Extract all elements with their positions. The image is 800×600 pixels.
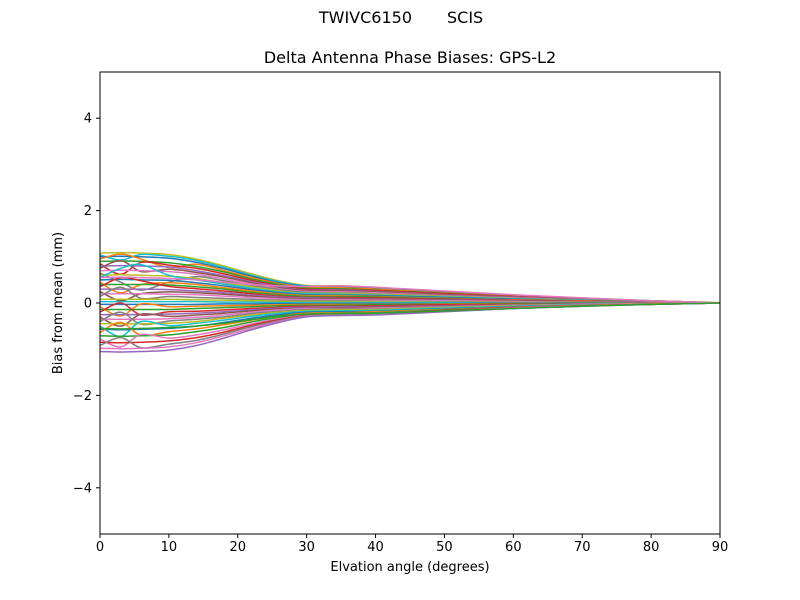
series-line	[99, 276, 721, 304]
y-tick-label: −2	[73, 389, 92, 404]
axes-layer: 0 10 20 30 40 50 60 70 80 90 −4 −2 0 2 4	[73, 71, 729, 555]
x-tick-label: 30	[298, 540, 315, 555]
x-tick-label: 60	[505, 540, 522, 555]
y-tick-label: 4	[84, 112, 92, 127]
x-tick-label: 40	[367, 540, 384, 555]
y-tick-label: −4	[73, 481, 92, 496]
y-axis-label: Bias from mean (mm)	[51, 232, 66, 374]
x-tick-label: 70	[574, 540, 591, 555]
x-tick-label: 20	[230, 540, 247, 555]
x-tick-label: 80	[643, 540, 660, 555]
series-line	[99, 302, 721, 330]
y-tick-label: 2	[84, 204, 92, 219]
x-axis-label: Elvation angle (degrees)	[330, 560, 489, 575]
x-tick-label: 50	[436, 540, 453, 555]
figure-suptitle-station: TWIVC6150	[318, 8, 412, 27]
series-lines-layer	[99, 251, 721, 353]
x-tick-label: 0	[96, 540, 104, 555]
chart-title: Delta Antenna Phase Biases: GPS-L2	[264, 48, 556, 67]
x-tick-label: 10	[161, 540, 178, 555]
y-tick-label: 0	[84, 297, 92, 312]
figure-suptitle-code: SCIS	[447, 8, 483, 27]
x-tick-label: 90	[712, 540, 729, 555]
